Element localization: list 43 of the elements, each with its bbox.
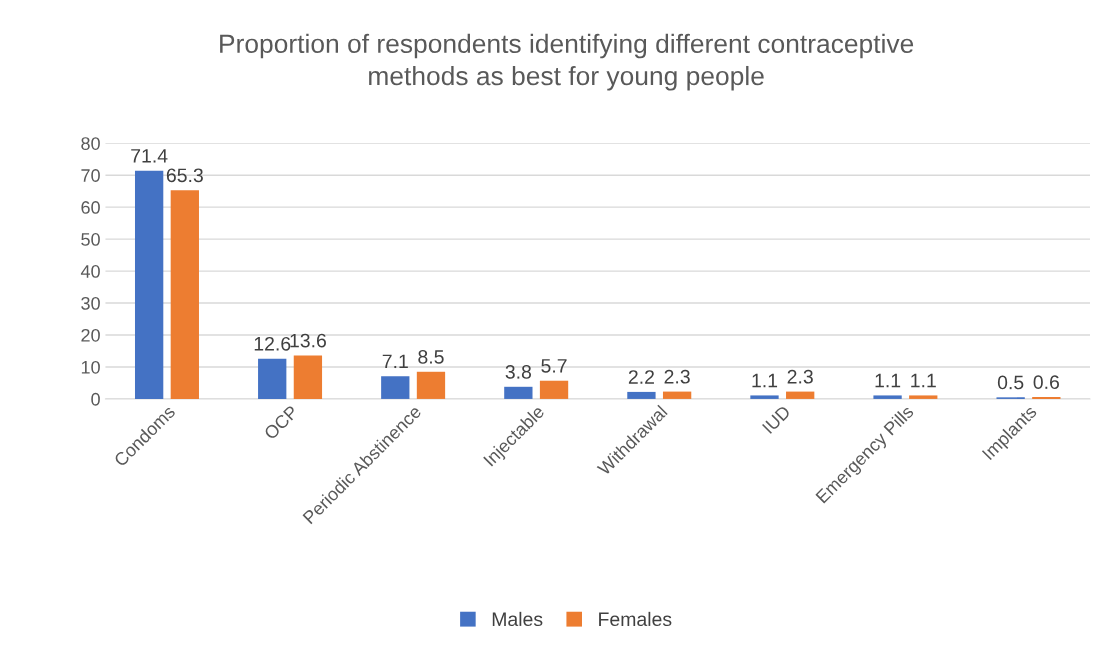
y-tick-label: 0 (91, 392, 100, 406)
legend-label: Females (599, 611, 672, 627)
y-tick-label: 30 (81, 296, 100, 310)
data-label: 65.3 (166, 168, 203, 183)
y-tick-label: 70 (81, 169, 100, 182)
data-label: 1.1 (875, 373, 901, 388)
bar (381, 376, 410, 399)
bar (909, 395, 938, 399)
y-tick-label: 40 (80, 265, 100, 278)
chart-title: Proportion of respondents identifying different contraceptive methods as best for young people (220, 33, 914, 91)
data-label: 2.3 (787, 369, 813, 384)
bar (134, 170, 164, 399)
bar (662, 391, 692, 399)
bar (504, 386, 533, 399)
data-label: 1.1 (752, 373, 778, 388)
x-tick-label: IUD (762, 404, 792, 434)
bar (170, 190, 199, 399)
data-label: 0.6 (1033, 375, 1059, 390)
y-tick-label: 80 (81, 137, 100, 150)
y-tick-label: 50 (81, 233, 100, 246)
bar (416, 371, 446, 399)
data-label: 13.6 (290, 333, 326, 348)
y-tick-label: 20 (81, 328, 100, 342)
data-label: 8.5 (418, 349, 444, 364)
bar (627, 391, 656, 399)
y-tick-label: 60 (81, 201, 100, 214)
bar (539, 380, 569, 399)
data-label: 0.5 (997, 375, 1024, 390)
data-label: 12.6 (254, 336, 291, 351)
bar (873, 395, 902, 399)
bar (293, 355, 323, 399)
data-label: 71.4 (131, 149, 168, 163)
data-label: 7.1 (382, 354, 408, 369)
y-tick-label: 10 (81, 360, 100, 374)
data-label: 5.7 (541, 359, 567, 373)
data-label: 2.2 (628, 370, 654, 384)
legend-label: Males (492, 611, 543, 627)
data-label: 2.3 (664, 369, 690, 384)
bar (786, 391, 815, 399)
data-label: 1.1 (911, 373, 936, 388)
bar (258, 358, 287, 399)
bar (750, 395, 779, 399)
data-label: 3.8 (505, 365, 532, 379)
